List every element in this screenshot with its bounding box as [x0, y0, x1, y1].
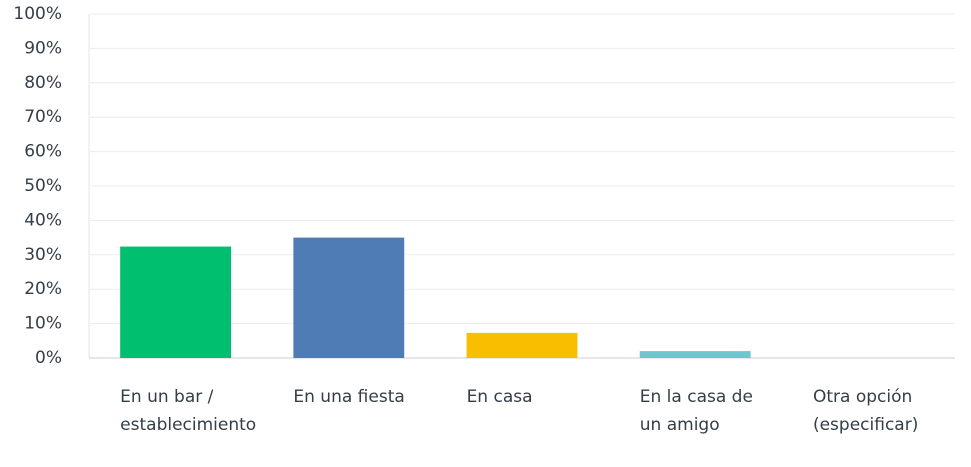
bar — [639, 351, 751, 358]
x-tick-label: En la casa de un amigo — [639, 387, 753, 435]
y-tick-label: 70% — [24, 107, 62, 127]
y-tick-label: 50% — [24, 176, 62, 196]
y-tick-label: 20% — [24, 279, 62, 299]
y-tick-label: 90% — [24, 38, 62, 58]
bar — [120, 246, 232, 358]
x-tick-label: En un bar / establecimiento — [120, 387, 257, 435]
y-tick-label: 0% — [35, 348, 62, 368]
y-tick-label: 30% — [24, 245, 62, 265]
bar — [293, 237, 405, 358]
x-tick-label: En casa — [466, 387, 533, 407]
y-tick-label: 100% — [13, 4, 62, 24]
y-tick-label: 10% — [24, 314, 62, 334]
y-tick-label: 40% — [24, 210, 62, 230]
y-tick-label: 60% — [24, 142, 62, 162]
x-tick-label: En una fiesta — [293, 387, 405, 407]
y-tick-label: 80% — [24, 73, 62, 93]
bar — [466, 332, 578, 358]
x-tick-label: Otra opción (especificar) — [812, 387, 919, 435]
